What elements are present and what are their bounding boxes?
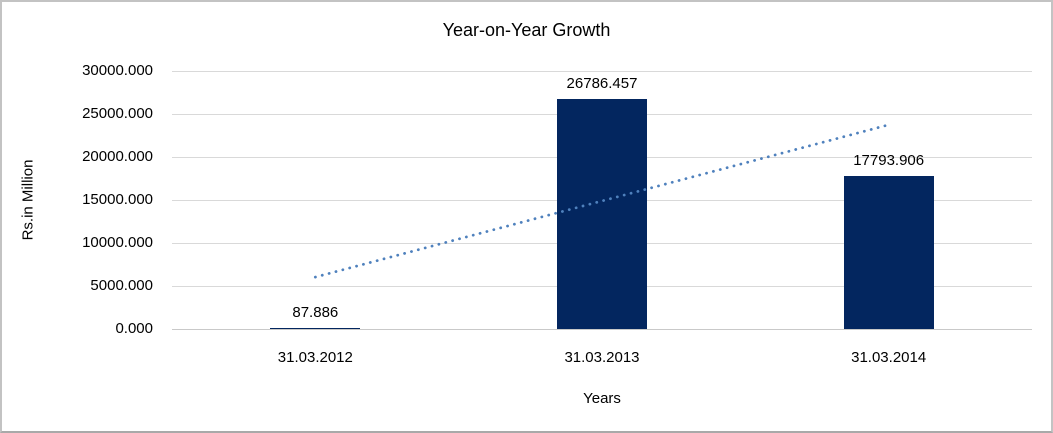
bar bbox=[557, 98, 647, 329]
y-tick-label: 0.000 bbox=[115, 320, 153, 337]
x-axis-line bbox=[172, 329, 1032, 330]
bar-value-label: 87.886 bbox=[292, 304, 339, 322]
x-category-label: 31.03.2014 bbox=[851, 349, 927, 366]
chart-title: Year-on-Year Growth bbox=[442, 20, 611, 40]
y-tick-label: 5000.000 bbox=[90, 277, 153, 294]
y-tick-label: 20000.000 bbox=[82, 148, 153, 165]
plot-area: 87.886 26786.457 17793.906 bbox=[172, 71, 1032, 330]
x-axis-title: Years bbox=[583, 390, 621, 407]
y-tick-label: 25000.000 bbox=[82, 105, 153, 122]
bar-value-label: 17793.906 bbox=[853, 151, 925, 169]
x-category-label: 31.03.2013 bbox=[564, 349, 640, 366]
bar-value-label: 26786.457 bbox=[566, 74, 638, 92]
y-tick-label: 15000.000 bbox=[82, 191, 153, 208]
gridline bbox=[172, 71, 1032, 72]
x-category-label: 31.03.2012 bbox=[277, 349, 353, 366]
y-tick-label: 10000.000 bbox=[82, 234, 153, 251]
bar bbox=[270, 328, 361, 329]
y-tick-label: 30000.000 bbox=[82, 62, 153, 79]
bar bbox=[843, 175, 934, 329]
